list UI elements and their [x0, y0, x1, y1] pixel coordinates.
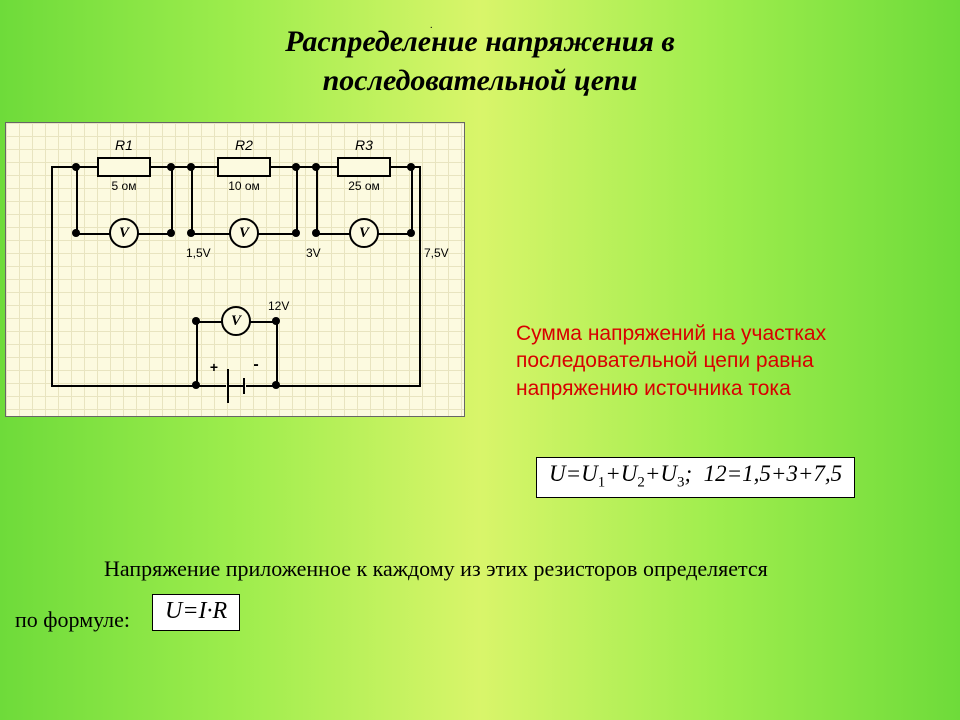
voltmeter-2: V: [229, 218, 259, 248]
circuit-canvas: R1 R2 R3 5 ом 10 ом 25 ом V V V: [6, 123, 464, 416]
r3-label: R3: [355, 137, 373, 153]
voltmeter-source: V: [221, 306, 251, 336]
ohms-law-text-2: по формуле:: [15, 607, 130, 633]
v1-reading: 1,5V: [186, 246, 211, 260]
r2-value: 10 ом: [228, 179, 260, 193]
r2-label: R2: [235, 137, 253, 153]
resistor-r3: [337, 157, 391, 177]
source-voltage: 12V: [268, 299, 289, 313]
title-line-1: Распределение напряжения в: [285, 25, 675, 58]
kvl-statement: Сумма напряжений на участках последовате…: [516, 320, 916, 402]
battery-plus: +: [210, 359, 218, 375]
resistor-r2: [217, 157, 271, 177]
r1-label: R1: [115, 137, 133, 153]
voltmeter-letter: V: [239, 225, 249, 242]
formula-kvl: U=U1+U2+U3; 12=1,5+3+7,5: [536, 457, 855, 498]
title-line-2: последовательной цепи: [323, 64, 638, 97]
page-title: Распределение напряжения в последователь…: [0, 0, 960, 100]
battery-minus: -: [253, 356, 258, 374]
v2-reading: 3V: [306, 246, 321, 260]
r1-value: 5 ом: [112, 179, 137, 193]
circuit-diagram: R1 R2 R3 5 ом 10 ом 25 ом V V V: [5, 122, 465, 417]
resistor-r1: [97, 157, 151, 177]
v3-reading: 7,5V: [424, 246, 449, 260]
voltmeter-letter: V: [231, 313, 241, 330]
voltmeter-3: V: [349, 218, 379, 248]
decorative-dot: .: [430, 20, 433, 31]
formula-ohms-law: U=I·R: [152, 594, 240, 631]
ohms-law-text-1: Напряжение приложенное к каждому из этих…: [104, 556, 768, 582]
r3-value: 25 ом: [348, 179, 380, 193]
voltmeter-letter: V: [359, 225, 369, 242]
voltmeter-letter: V: [119, 225, 129, 242]
voltmeter-1: V: [109, 218, 139, 248]
